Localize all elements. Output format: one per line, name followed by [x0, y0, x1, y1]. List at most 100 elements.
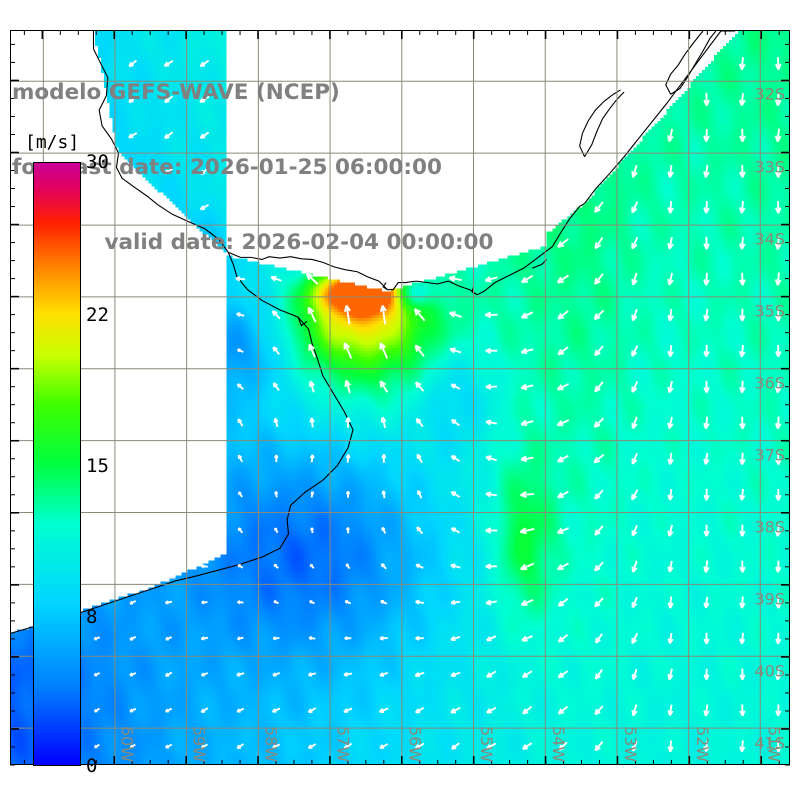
wind-vector-arrow	[238, 565, 242, 568]
wind-vector-arrow	[668, 597, 672, 608]
wind-vector-arrow	[776, 633, 780, 644]
wind-vector-arrow	[416, 565, 423, 568]
wind-vector-arrow	[165, 61, 173, 66]
wind-vector-arrow	[238, 637, 244, 639]
wind-vector-arrow	[740, 525, 744, 537]
wind-vector-arrow	[452, 743, 460, 749]
colorbar-tick-0: 0	[86, 755, 98, 777]
wind-vector-arrow	[704, 489, 708, 500]
wind-vector-arrow	[380, 673, 388, 676]
wind-vector-arrow	[633, 453, 638, 464]
wind-vector-arrow	[740, 345, 745, 357]
wind-vector-arrow	[166, 672, 172, 675]
wind-vector-arrow	[776, 453, 781, 465]
wind-vector-arrow	[704, 525, 708, 536]
wind-vector-arrow	[275, 492, 277, 498]
wind-vector-arrow	[668, 345, 673, 356]
wind-vector-arrow	[238, 384, 244, 389]
wind-vector-arrow	[381, 305, 386, 324]
wind-vector-arrow	[418, 491, 421, 498]
wind-vector-arrow	[595, 742, 602, 751]
wind-vector-arrow	[632, 237, 637, 248]
colorbar-tick-22: 22	[86, 303, 109, 326]
wind-vector-arrow	[129, 96, 137, 102]
wind-vector-arrow	[668, 237, 673, 249]
wind-vector-arrow	[415, 309, 425, 320]
wind-vector-arrow	[704, 129, 709, 142]
wind-vector-arrow	[273, 673, 280, 676]
wind-vector-arrow	[273, 311, 280, 319]
wind-vector-arrow	[668, 165, 673, 177]
wind-vector-arrow	[632, 489, 638, 499]
wind-vector-arrow	[201, 637, 208, 640]
wind-vector-arrow	[382, 454, 385, 462]
wind-vector-arrow	[740, 453, 745, 465]
wind-vector-arrow	[776, 417, 781, 429]
longitude-label-54W: 54W	[549, 725, 569, 762]
wind-vector-arrow	[668, 273, 673, 285]
wind-vector-arrow	[559, 635, 568, 642]
wind-vector-arrow	[668, 740, 672, 751]
wind-vector-arrow	[523, 671, 532, 677]
wind-vector-arrow	[595, 310, 604, 319]
latitude-label-37S: 37S	[754, 445, 785, 465]
wind-vector-arrow	[238, 601, 244, 603]
latitude-label-39S: 39S	[754, 589, 785, 609]
wind-vector-arrow	[521, 385, 533, 390]
wind-vector-arrow	[238, 419, 242, 426]
latitude-label-32S: 32S	[754, 84, 785, 104]
wind-vector-arrow	[417, 527, 422, 533]
wind-vector-arrow	[633, 741, 637, 751]
wind-vector-arrow	[521, 421, 533, 426]
wind-vector-arrow	[452, 420, 460, 426]
wind-vector-arrow	[704, 237, 709, 249]
wind-vector-arrow	[382, 528, 385, 534]
longitude-label-60W: 60W	[117, 725, 137, 762]
wind-vector-arrow	[595, 382, 603, 392]
latitude-label-35S: 35S	[754, 301, 785, 321]
colorbar-tick-30: 30	[86, 151, 109, 173]
wind-vector-arrow	[596, 634, 602, 643]
wind-vector-arrow	[595, 526, 603, 535]
wind-vector-arrow	[740, 381, 745, 393]
wind-vector-arrow	[595, 238, 602, 249]
wind-vector-arrow	[776, 669, 780, 680]
wind-vector-arrow	[274, 601, 279, 603]
wind-vector-arrow	[344, 708, 352, 711]
wind-vector-arrow	[311, 528, 313, 533]
wind-vector-arrow	[558, 347, 568, 354]
wind-vector-arrow	[380, 744, 388, 748]
longitude-label-51W: 51W	[764, 725, 784, 762]
wind-vector-arrow	[521, 564, 534, 570]
wind-vector-arrow	[487, 743, 496, 748]
wind-vector-arrow	[451, 385, 459, 389]
wind-vector-arrow	[558, 384, 569, 389]
wind-vector-arrow	[776, 596, 780, 608]
wind-vector-arrow	[274, 383, 279, 390]
wind-vector-arrow	[347, 455, 350, 463]
wind-vector-arrow	[740, 669, 744, 680]
wind-vector-arrow	[450, 312, 462, 317]
wind-vector-arrow	[310, 601, 315, 603]
wind-vector-arrow	[237, 709, 244, 712]
wind-vector-arrow	[129, 60, 136, 66]
latitude-label-34S: 34S	[754, 229, 785, 249]
wind-vector-arrow	[595, 202, 603, 212]
wind-vector-arrow	[237, 744, 243, 748]
wind-vector-arrow	[669, 705, 673, 716]
wind-vector-arrow	[95, 709, 100, 712]
wind-vector-arrow	[633, 525, 638, 535]
wind-vector-arrow	[776, 740, 780, 751]
wind-vector-arrow	[632, 417, 637, 429]
wind-vector-arrow	[558, 239, 568, 247]
wind-vector-arrow	[130, 637, 136, 640]
wind-vector-arrow	[558, 492, 568, 498]
wind-vector-arrow	[485, 313, 497, 318]
wind-vector-arrow	[201, 205, 209, 209]
wind-vector-arrow	[704, 597, 708, 608]
wind-vector-arrow	[166, 601, 172, 603]
coastline-path	[585, 31, 721, 203]
wind-vector-arrow	[595, 706, 602, 714]
wind-vector-arrow	[668, 525, 672, 536]
wind-vector-arrow	[740, 417, 745, 429]
